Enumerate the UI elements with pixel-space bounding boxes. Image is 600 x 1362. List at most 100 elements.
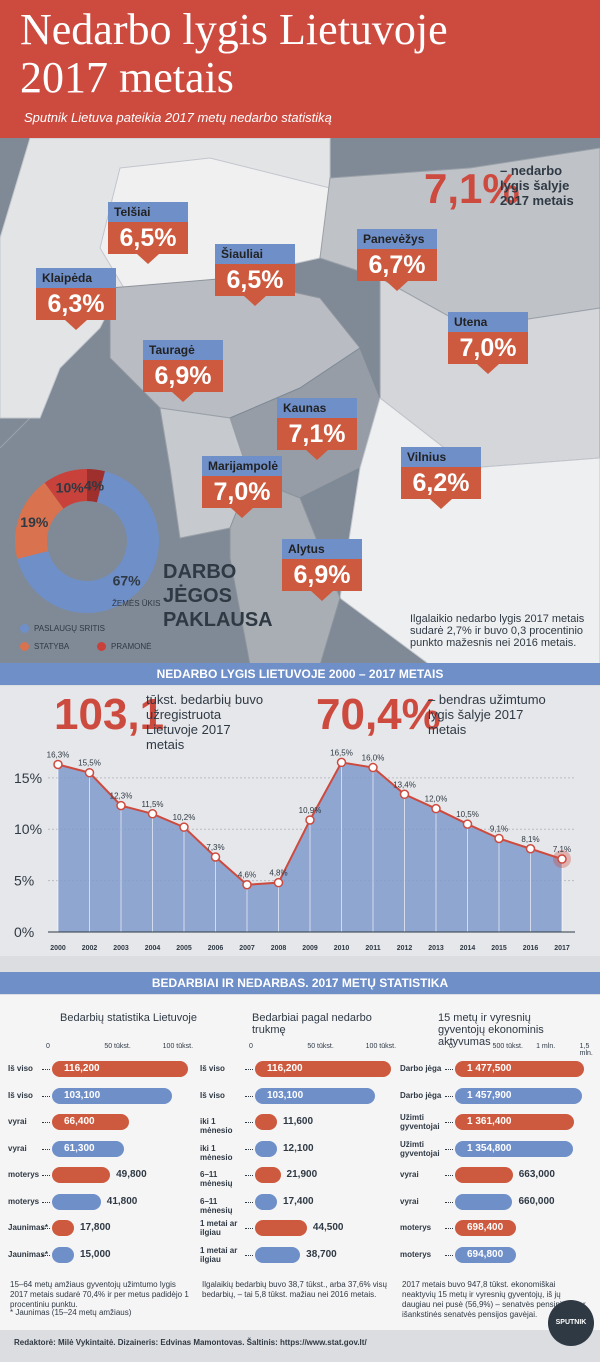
donut-slice [44,469,87,509]
region-value: 7,1% [277,418,357,450]
column-title: 15 metų ir vyresnių gyventojų ekonominis… [438,1012,544,1048]
stat-bar [255,1246,301,1263]
region-pointer [477,364,499,374]
row-leader [445,1148,453,1150]
data-label: 4,8% [269,869,287,878]
row-leader [42,1122,50,1123]
page-title: Nedarbo lygis Lietuvoje 2017 metais [20,6,580,102]
column-title: Bedarbiai pagal nedarbo trukmę [252,1012,372,1036]
stat-bar [255,1114,277,1130]
region-pointer [306,450,328,460]
row-label: Darbo jėga [400,1064,442,1073]
row-label: Darbo jėga [400,1090,442,1100]
region-pointer [311,591,333,601]
region-value: 6,5% [215,264,295,296]
region-value: 7,0% [202,476,282,508]
data-label: 15,5% [78,759,101,768]
stat-bar-value: 1 361,400 [467,1116,512,1127]
column-title: Bedarbių statistika Lietuvoje [60,1012,197,1024]
stat-bar-value: 116,200 [64,1063,100,1074]
scale-label: 100 tūkst. [365,1043,397,1050]
region-value: 6,9% [143,360,223,392]
region-name: Šiauliai [215,244,295,264]
x-tick-label: 2005 [176,945,192,952]
row-leader [245,1095,253,1097]
row-leader [245,1069,253,1070]
stat-bar [255,1087,376,1104]
row-leader [445,1228,453,1229]
region-name: Utena [448,312,528,332]
stat-bar [255,1167,281,1183]
y-tick-label: 10% [14,821,42,837]
donut-slice [87,469,105,503]
stat-bar-value: 12,100 [283,1142,314,1154]
trend-chart: 0% 5% 10% 15% 16,3% 2000 15,5% 2002 12,3% 2003 11,… [14,748,575,952]
data-label: 10,9% [299,806,322,815]
stat-bar-value: 698,400 [467,1222,504,1233]
stat-bar [52,1087,173,1104]
x-tick-label: 2002 [82,945,98,952]
stat-bar [455,1087,582,1104]
stat-bar-value: 21,900 [286,1169,318,1180]
region-value: 6,2% [401,467,481,499]
data-label: 16,5% [330,748,353,757]
stat-bar-value: 1 457,900 [467,1089,512,1101]
data-label: 13,4% [393,780,416,789]
national-unemployment-value: 7,1% [424,165,520,212]
credits: Redaktorė: Milė Vykintaitė. Dizaineris: … [14,1338,367,1347]
stat-bar-value: 11,600 [283,1116,314,1127]
donut-chart: 67% 19% 10% 4% [14,469,160,613]
data-label: 8,1% [521,835,539,844]
data-label: 7,1% [553,845,571,854]
stat-bar-value: 15,000 [80,1248,111,1260]
stat-bar-value: 694,800 [467,1248,504,1260]
row-label: vyrai [400,1170,419,1179]
data-point [179,822,189,832]
row-label: moterys [400,1223,432,1232]
stat-bar-value: 17,400 [283,1195,314,1207]
row-label: 1 metai ar ilgiau [200,1219,238,1237]
donut-slice-label: 19% [20,514,49,530]
row-label: Iš viso [8,1090,33,1100]
x-tick-label: 2008 [271,945,287,952]
row-leader [42,1175,50,1176]
row-label: 1 metai ar ilgiau [200,1245,238,1264]
data-point [305,815,315,825]
data-label: 16,0% [362,754,385,763]
x-tick-label: 2016 [523,945,539,952]
region-pointer [231,508,253,518]
row-label: 6–11 mėnesių [200,1196,233,1215]
page-subtitle: Sputnik Lietuva pateikia 2017 metų nedar… [24,110,332,125]
row-leader [445,1095,453,1097]
row-leader [245,1148,253,1150]
donut-slice [17,471,160,613]
x-tick-label: 2012 [397,945,413,952]
employment-rate-value: 70,4% [316,690,441,739]
legend-dot-services [20,624,29,633]
stat-bar-value: 1 477,500 [467,1063,512,1074]
data-label: 7,3% [206,843,224,852]
row-leader [42,1201,50,1203]
data-point [116,800,126,811]
stat-bar [455,1246,516,1263]
stat-bar [255,1193,277,1210]
legend-label-construction: STATYBA [34,642,70,651]
scale-label: 50 tūkst. [104,1043,131,1050]
column-note: 15–64 metų amžiaus gyventojų užimtumo ly… [10,1280,189,1309]
data-point [431,803,441,814]
data-point [53,759,63,770]
stat-bar-value: 1 354,800 [467,1142,512,1154]
row-leader [245,1175,253,1176]
region-name: Vilnius [401,447,481,467]
stat-bar-value: 41,800 [106,1195,138,1207]
data-point [147,809,158,819]
stat-bar-value: 103,100 [64,1089,101,1101]
donut-slice-label: 10% [56,480,85,496]
row-label: Užimti gyventojai [400,1139,440,1158]
stat-bar-value: 663,000 [518,1169,555,1180]
section-band-trend: NEDARBO LYGIS LIETUVOJE 2000 – 2017 META… [0,663,600,685]
stat-bar [52,1193,101,1210]
row-label: moterys [400,1249,432,1259]
row-leader [245,1201,253,1203]
scale-label: 500 tūkst. [492,1043,523,1050]
